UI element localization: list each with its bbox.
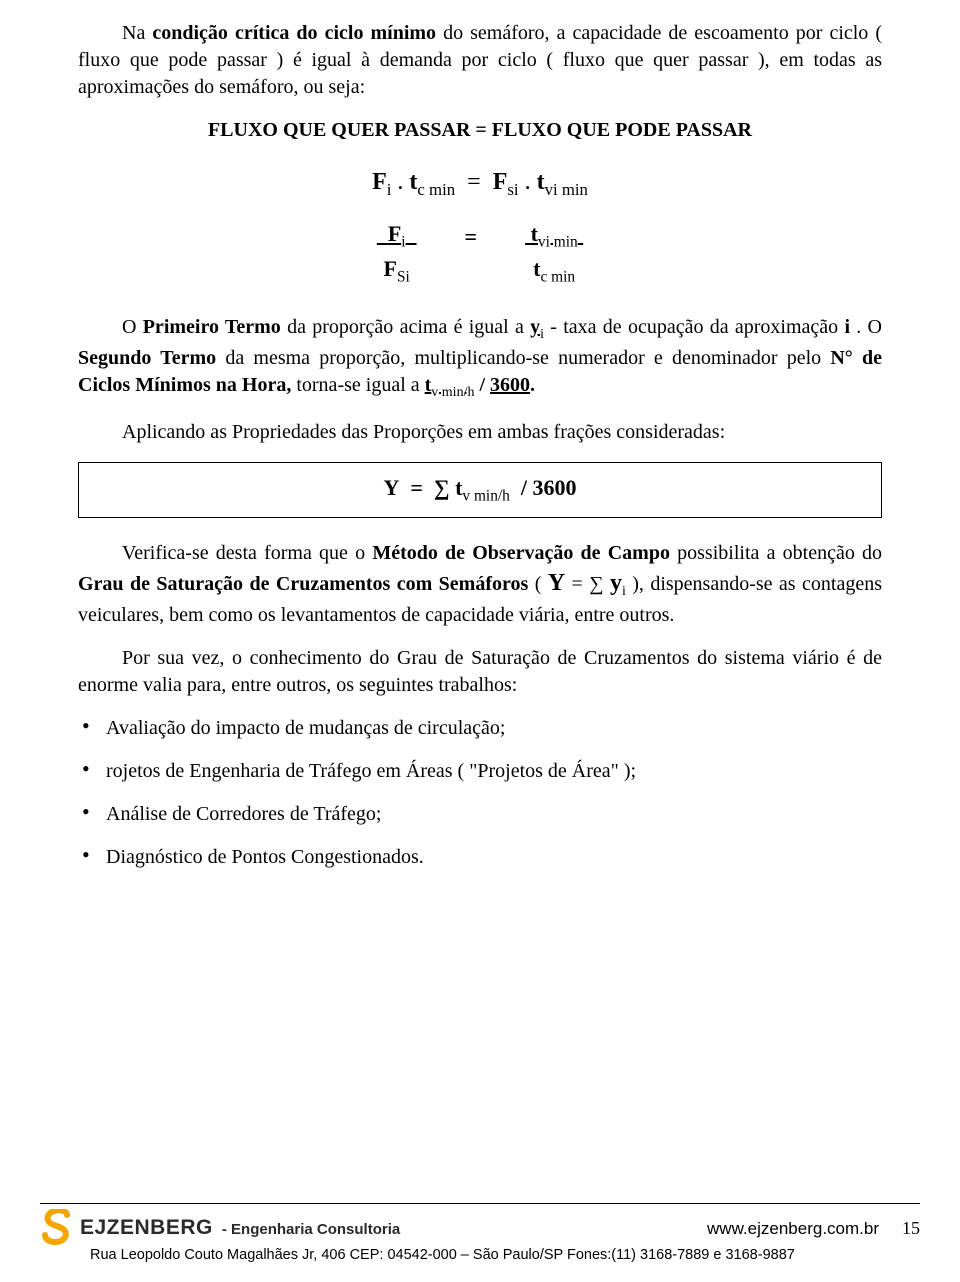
equation-fraction: Fi = tvi min FSi tc min <box>78 219 882 287</box>
brand-sub: - Engenharia Consultoria <box>222 1221 400 1238</box>
paragraph-5: Por sua vez, o conhecimento do Grau de S… <box>78 645 882 699</box>
list-item: Avaliação do impacto de mudanças de circ… <box>78 715 882 742</box>
list-item: Análise de Corredores de Tráfego; <box>78 801 882 828</box>
list-item: Diagnóstico de Pontos Congestionados. <box>78 844 882 871</box>
fraction-table: Fi = tvi min FSi tc min <box>353 219 607 287</box>
equation-fluxo-text: FLUXO QUE QUER PASSAR = FLUXO QUE PODE P… <box>208 119 752 141</box>
footer-brand-text: EJZENBERG - Engenharia Consultoria <box>80 1214 400 1242</box>
equation-fluxo: FLUXO QUE QUER PASSAR = FLUXO QUE PODE P… <box>78 117 882 144</box>
page: Na condição crítica do ciclo mínimo do s… <box>0 0 960 1282</box>
bullet-list: Avaliação do impacto de mudanças de circ… <box>78 715 882 871</box>
footer-right-block: www.ejzenberg.com.br 15 <box>707 1215 920 1242</box>
footer-row-1: EJZENBERG - Engenharia Consultoria www.e… <box>40 1208 920 1248</box>
footer-rule <box>40 1203 920 1204</box>
list-item: rojetos de Engenharia de Tráfego em Área… <box>78 758 882 785</box>
paragraph-4: Verifica-se desta forma que o Método de … <box>78 540 882 629</box>
footer-page-number: 15 <box>902 1218 920 1238</box>
logo-s-icon <box>40 1209 74 1247</box>
paragraph-1: Na condição crítica do ciclo mínimo do s… <box>78 20 882 101</box>
paragraph-2: O Primeiro Termo da proporção acima é ig… <box>78 314 882 403</box>
page-footer: EJZENBERG - Engenharia Consultoria www.e… <box>0 1203 960 1266</box>
footer-address: Rua Leopoldo Couto Magalhães Jr, 406 CEP… <box>40 1246 920 1266</box>
brand-name: EJZENBERG <box>80 1216 213 1239</box>
footer-url: www.ejzenberg.com.br <box>707 1219 879 1238</box>
boxed-equation: Y = ∑ tv min/h / 3600 <box>78 462 882 518</box>
paragraph-3: Aplicando as Propriedades das Proporções… <box>78 419 882 446</box>
footer-logo: EJZENBERG - Engenharia Consultoria <box>40 1209 400 1247</box>
equation-line-1: Fi . tc min = Fsi . tvi min <box>78 166 882 201</box>
